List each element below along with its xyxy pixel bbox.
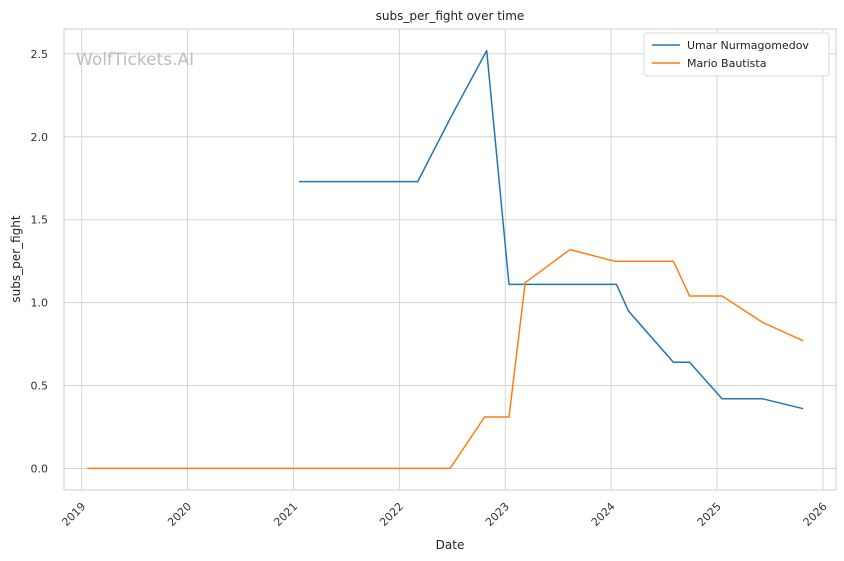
legend-label-mario-bautista: Mario Bautista (687, 57, 766, 70)
x-axis-label: Date (436, 538, 465, 552)
x-tick-label: 2020 (165, 500, 194, 529)
y-tick-label: 1.5 (31, 214, 49, 227)
series-layer (87, 49, 804, 470)
x-tick-label: 2022 (377, 500, 406, 529)
y-tick-label: 0.0 (31, 462, 49, 475)
x-tick-label: 2024 (589, 500, 618, 529)
y-tick-label: 0.5 (31, 380, 49, 393)
x-tick-label: 2019 (59, 500, 88, 529)
series-line-mario-bautista (87, 248, 804, 470)
y-tick-label: 1.0 (31, 297, 49, 310)
x-tick-label: 2023 (483, 500, 512, 529)
x-tick-label: 2021 (271, 500, 300, 529)
y-axis-ticks: 0.0 0.5 1.0 1.5 2.0 2.5 (31, 48, 49, 476)
watermark: WolfTickets.AI (76, 50, 194, 70)
series-line-umar-nurmagomedov (299, 49, 804, 410)
chart-title: subs_per_fight over time (376, 9, 525, 23)
y-tick-label: 2.5 (31, 48, 49, 61)
x-tick-label: 2025 (695, 500, 724, 529)
x-tick-label: 2026 (801, 500, 830, 529)
plot-area (63, 28, 837, 491)
legend: Umar Nurmagomedov Mario Bautista (643, 32, 830, 77)
x-axis-ticks: 2019 2020 2021 2022 2023 2024 2025 2026 (59, 500, 829, 529)
y-axis-label: subs_per_fight (9, 215, 23, 302)
legend-box (643, 32, 830, 77)
legend-label-umar-nurmagomedov: Umar Nurmagomedov (687, 39, 809, 52)
y-tick-label: 2.0 (31, 131, 49, 144)
